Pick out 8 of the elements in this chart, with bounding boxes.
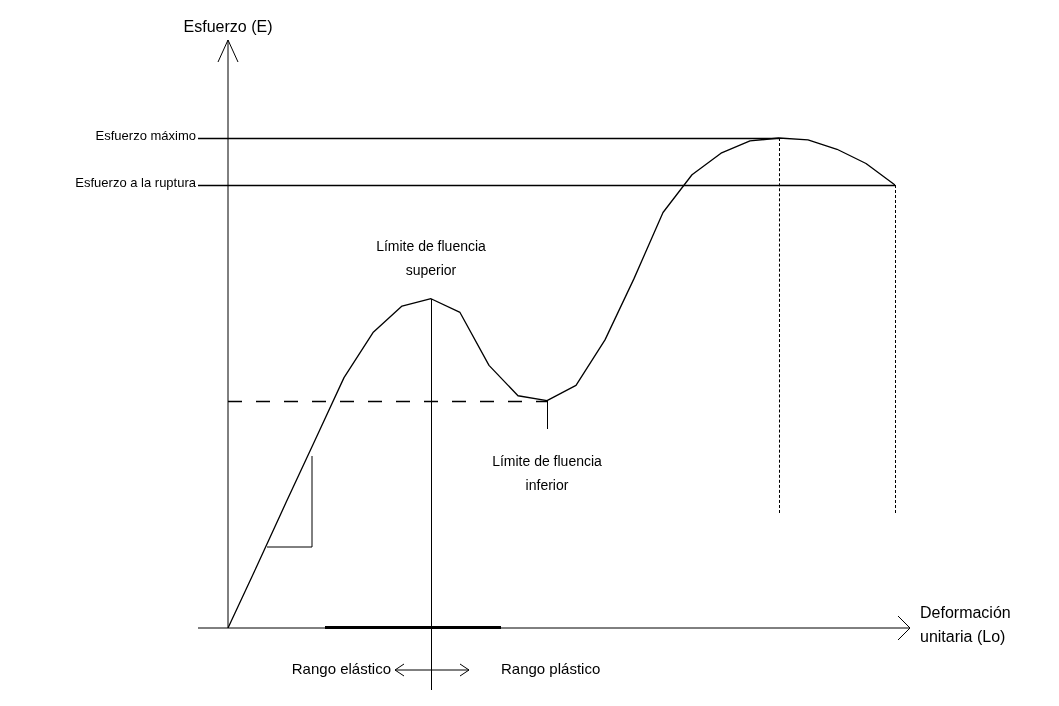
ref-line-label: Esfuerzo a la ruptura <box>75 174 197 190</box>
annotation: Límite de fluencia superior <box>376 237 487 278</box>
ref-line-label: Esfuerzo máximo <box>95 127 196 143</box>
annotation: Límite de fluencia inferior <box>492 453 603 494</box>
text: Rango plástico <box>501 660 601 677</box>
x-axis-title: Deformación unitaria (Lo) <box>920 604 1011 646</box>
text: Esfuerzo (E) <box>183 18 273 36</box>
text: Rango elástico <box>291 660 391 677</box>
